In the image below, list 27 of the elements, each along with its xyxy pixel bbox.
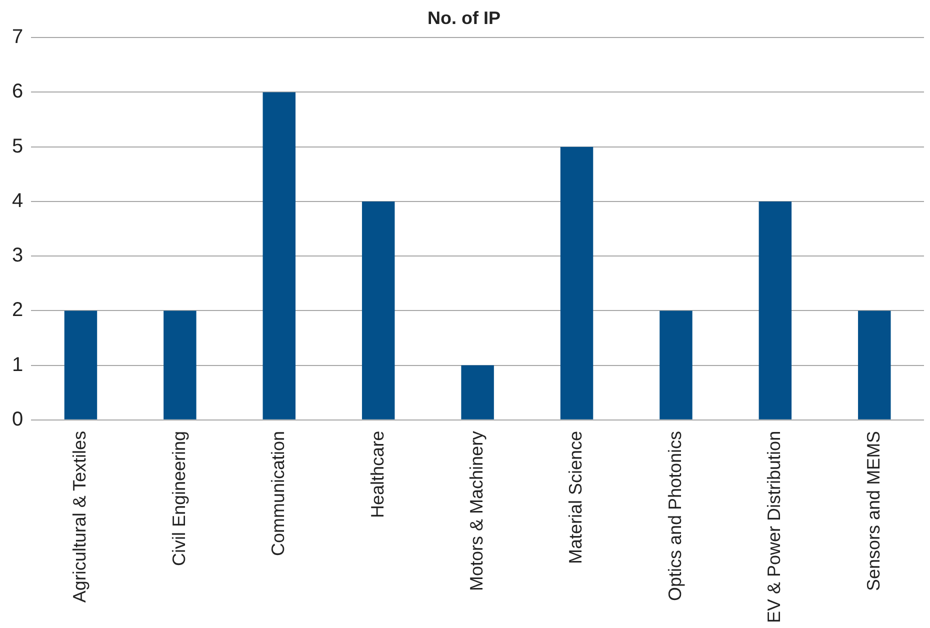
y-tick-label: 2	[12, 299, 24, 322]
x-tick-label: Sensors and MEMS	[863, 430, 884, 591]
x-tick-label: Motors & Machinery	[466, 430, 487, 591]
y-tick-label: 4	[12, 190, 24, 212]
x-tick-label: Optics and Photonics	[664, 430, 685, 602]
bar	[362, 201, 395, 420]
x-tick-label: EV & Power Distribution	[764, 430, 784, 623]
bar	[758, 201, 792, 420]
chart-title: No. of IP	[428, 8, 500, 28]
x-tick-label: Agricultural & Textiles	[70, 430, 90, 603]
x-tick-label: Healthcare	[367, 430, 388, 518]
bar	[64, 310, 98, 420]
bar	[560, 146, 594, 420]
bar	[660, 310, 692, 420]
y-tick-label: 5	[12, 135, 24, 158]
bar	[858, 310, 891, 420]
y-tick-label: 1	[12, 354, 24, 376]
x-tick-label: Civil Engineering	[168, 430, 189, 566]
bar	[262, 92, 296, 420]
y-tick-label: 6	[12, 80, 24, 103]
bar	[461, 365, 494, 420]
x-tick-label: Communication	[268, 430, 288, 556]
x-tick-label: Material Science	[566, 430, 586, 564]
y-tick-label: 0	[12, 408, 24, 430]
y-tick-label: 7	[12, 26, 24, 48]
bar	[164, 310, 196, 420]
y-tick-label: 3	[12, 244, 24, 267]
